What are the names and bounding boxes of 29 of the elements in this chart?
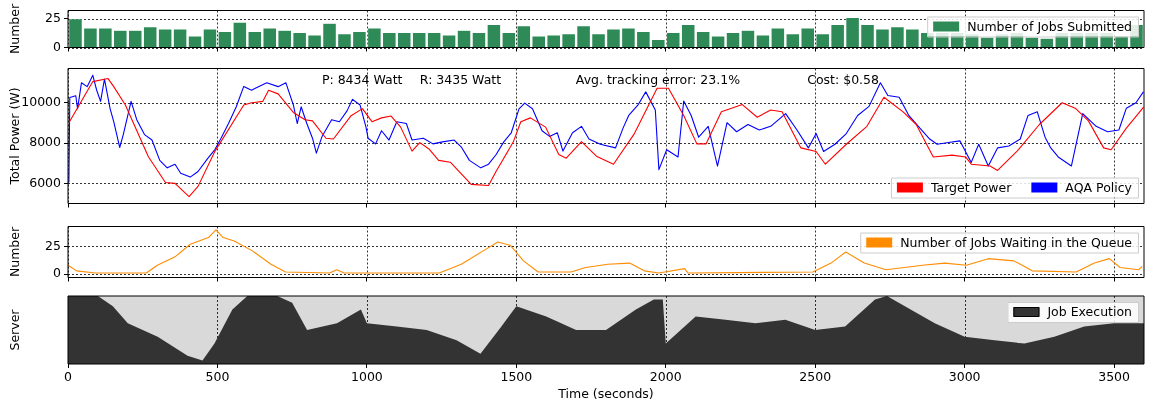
y-axis-title: Number: [6, 3, 22, 55]
annotation: Avg. tracking error: 23.1%: [575, 72, 741, 87]
x-tick-label: 2000: [649, 368, 682, 384]
legend-label: Number of Jobs Waiting in the Queue: [900, 234, 1133, 250]
annotation: Cost: $0.58: [807, 72, 880, 87]
y-tick-label: 25: [45, 9, 61, 25]
x-tick-label: 3000: [948, 368, 981, 384]
x-tick-label: 3500: [1098, 368, 1131, 384]
legend-label: Job Execution: [1046, 304, 1133, 320]
y-tick-label: 10000: [21, 94, 62, 109]
legend-label: Number of Jobs Submitted: [967, 18, 1133, 34]
x-tick-label: 2500: [799, 368, 832, 384]
annotation: P: 8434 Watt: [321, 72, 403, 87]
x-tick-label: 500: [205, 368, 230, 384]
y-axis-title: Server: [6, 308, 22, 351]
legend-label: Target Power: [929, 179, 1013, 195]
y-axis-title: Number: [6, 226, 22, 278]
y-tick-label: 0: [53, 38, 62, 54]
y-tick-label: 8000: [29, 134, 62, 150]
x-tick-label: 1500: [500, 368, 533, 384]
y-tick-label: 0: [53, 265, 62, 281]
legend-label: AQA Policy: [1065, 179, 1133, 195]
y-axis-title: Total Power (W): [6, 87, 22, 186]
x-tick-label: 1000: [350, 368, 383, 384]
annotation: R: 3435 Watt: [419, 72, 502, 87]
y-tick-label: 25: [45, 237, 61, 253]
x-tick-label: 0: [64, 368, 73, 384]
y-tick-label: 6000: [29, 174, 62, 190]
x-axis-title: Time (seconds): [557, 385, 654, 401]
